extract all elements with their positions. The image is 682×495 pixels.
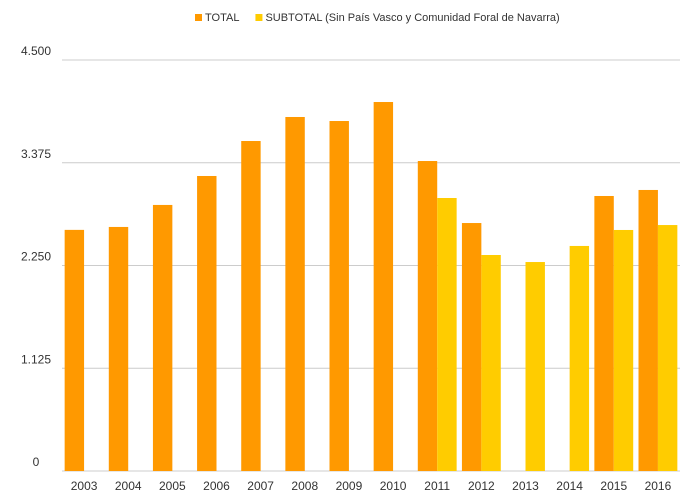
x-tick-label: 2004 bbox=[115, 479, 142, 493]
x-tick-label: 2009 bbox=[336, 479, 363, 493]
bar bbox=[152, 204, 173, 472]
y-tick-label: 3.375 bbox=[21, 147, 51, 161]
x-tick-label: 2008 bbox=[291, 479, 318, 493]
bar bbox=[64, 229, 85, 471]
x-tick-label: 2015 bbox=[600, 479, 627, 493]
x-tick-label: 2010 bbox=[380, 479, 407, 493]
y-tick-label: 4.500 bbox=[21, 44, 51, 58]
x-tick-label: 2005 bbox=[159, 479, 186, 493]
legend-label: SUBTOTAL (Sin País Vasco y Comunidad For… bbox=[265, 12, 559, 24]
bar bbox=[613, 229, 634, 471]
legend-swatch bbox=[195, 14, 202, 21]
bar bbox=[108, 226, 129, 471]
x-tick-label: 2016 bbox=[645, 479, 672, 493]
x-tick-label: 2012 bbox=[468, 479, 495, 493]
bar bbox=[461, 223, 482, 471]
x-tick-label: 2006 bbox=[203, 479, 230, 493]
x-tick-label: 2003 bbox=[71, 479, 98, 493]
bar bbox=[241, 141, 261, 471]
bar bbox=[594, 195, 614, 471]
bar bbox=[525, 262, 545, 471]
bar bbox=[329, 121, 349, 471]
bar bbox=[657, 225, 678, 471]
x-tick-label: 2011 bbox=[424, 479, 450, 493]
bar bbox=[417, 161, 438, 472]
y-tick-label: 0 bbox=[33, 455, 40, 469]
bar bbox=[638, 189, 658, 471]
bar bbox=[437, 198, 457, 471]
bar bbox=[481, 254, 501, 471]
x-tick-label: 2007 bbox=[247, 479, 274, 493]
x-tick-label: 2013 bbox=[512, 479, 539, 493]
bar bbox=[569, 245, 590, 471]
legend-label: TOTAL bbox=[205, 12, 239, 24]
bar bbox=[373, 102, 394, 471]
legend-swatch bbox=[255, 14, 263, 21]
y-tick-label: 2.250 bbox=[21, 250, 51, 264]
bar bbox=[285, 116, 305, 471]
bar bbox=[197, 175, 217, 471]
y-tick-label: 1.125 bbox=[21, 352, 51, 366]
x-tick-label: 2014 bbox=[556, 479, 583, 493]
